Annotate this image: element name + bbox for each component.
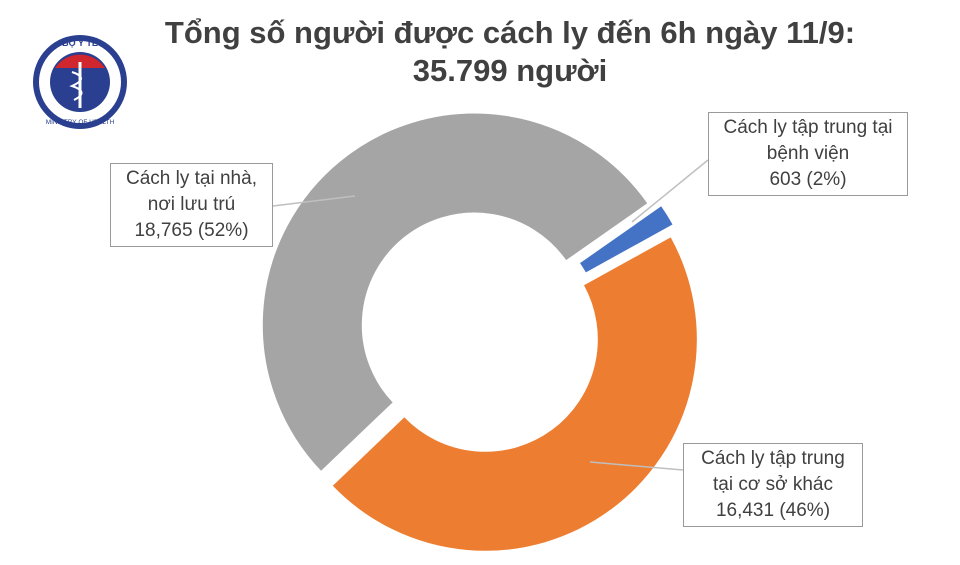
data-label: Cách ly tập trung tại cơ sở khác 16,431 (… bbox=[683, 443, 863, 527]
leader-line bbox=[272, 195, 356, 207]
logo-bottom-text: MINISTRY OF HEALTH bbox=[46, 119, 115, 126]
category-label: Cách ly tập trung tại cơ sở khác bbox=[701, 448, 845, 495]
logo-snake bbox=[69, 71, 83, 101]
donut-slice bbox=[331, 235, 698, 552]
donut-slice bbox=[261, 112, 649, 473]
data-label: Cách ly tại nhà, nơi lưu trú 18,765 (52%) bbox=[110, 163, 273, 247]
logo-top-text: BỘ Y TẾ bbox=[62, 37, 98, 48]
value-label: 603 (2%) bbox=[769, 169, 847, 190]
leader-line bbox=[589, 461, 684, 471]
data-label: Cách ly tập trung tại bệnh viện 603 (2%) bbox=[708, 112, 908, 196]
logo: BỘ Y TẾ MINISTRY OF HEALTH bbox=[33, 35, 127, 129]
logo-band bbox=[55, 54, 105, 68]
category-label: Cách ly tập trung tại bệnh viện bbox=[723, 117, 893, 164]
donut-slice bbox=[578, 204, 674, 274]
value-label: 16,431 (46%) bbox=[715, 500, 831, 521]
category-label: Cách ly tại nhà, nơi lưu trú bbox=[126, 168, 257, 215]
chart-title: Tổng số người được cách ly đến 6h ngày 1… bbox=[164, 15, 856, 88]
leader-line bbox=[631, 159, 709, 223]
value-label: 18,765 (52%) bbox=[134, 220, 249, 241]
